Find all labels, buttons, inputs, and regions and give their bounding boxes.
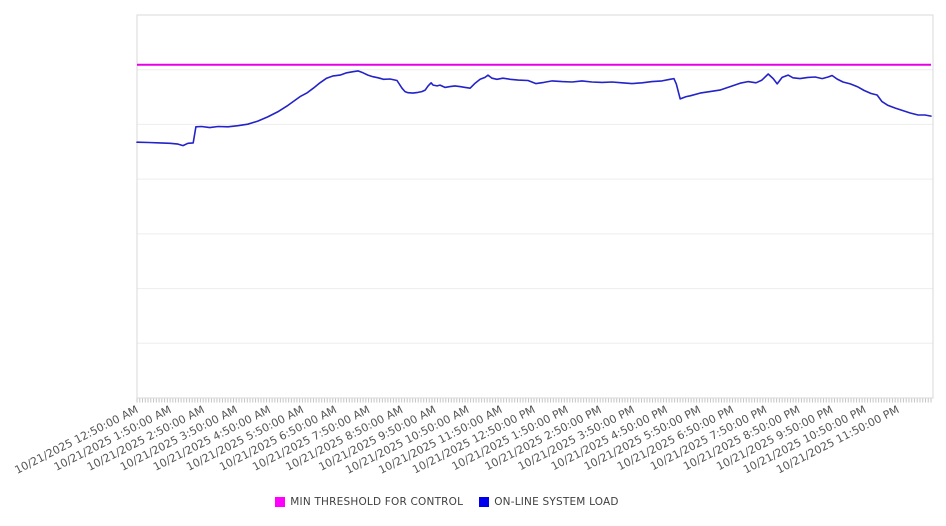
legend-swatch-magenta-icon xyxy=(275,497,286,507)
legend-label-min-threshold: MIN THRESHOLD FOR CONTROL xyxy=(290,496,464,508)
legend-item-min-threshold[interactable]: MIN THRESHOLD FOR CONTROL xyxy=(275,496,463,508)
legend-label-online-system-load: ON-LINE SYSTEM LOAD xyxy=(494,496,619,508)
plot-border xyxy=(136,14,934,399)
chart-legend: MIN THRESHOLD FOR CONTROL ON-LINE SYSTEM… xyxy=(0,496,894,508)
system-load-line xyxy=(136,70,932,147)
legend-swatch-blue-icon xyxy=(479,497,490,507)
legend-item-online-system-load[interactable]: ON-LINE SYSTEM LOAD xyxy=(479,496,619,508)
